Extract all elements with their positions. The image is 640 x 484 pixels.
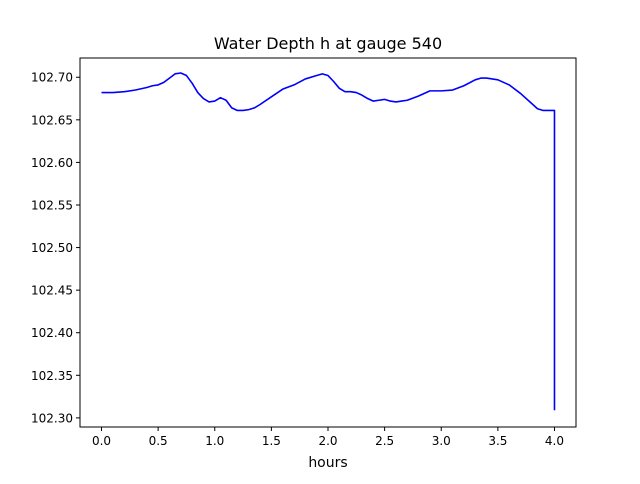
x-tick-label: 0.0 bbox=[92, 434, 111, 448]
x-axis-label: hours bbox=[308, 455, 347, 471]
y-tick-label: 102.45 bbox=[31, 284, 73, 298]
x-tick-label: 1.5 bbox=[262, 434, 281, 448]
x-tick-label: 2.5 bbox=[375, 434, 394, 448]
y-tick-label: 102.55 bbox=[31, 198, 73, 212]
x-tick-label: 1.0 bbox=[205, 434, 224, 448]
y-tick-label: 102.50 bbox=[31, 241, 73, 255]
plot-area: 0.0 0.5 1.0 1.5 2.0 2.5 3.0 3.5 4.0 102.30 102.35… bbox=[31, 57, 577, 448]
x-tick-label: 3.5 bbox=[488, 434, 507, 448]
x-tick-label: 3.0 bbox=[432, 434, 451, 448]
y-axis: 102.30 102.35 102.40 102.45 102.50 102.55 102.… bbox=[31, 71, 80, 425]
x-tick-label: 4.0 bbox=[545, 434, 564, 448]
y-tick-label: 102.70 bbox=[31, 71, 73, 85]
chart-title: Water Depth h at gauge 540 bbox=[214, 34, 442, 53]
x-tick-label: 0.5 bbox=[149, 434, 168, 448]
series-layer bbox=[101, 72, 556, 411]
y-tick-label: 102.30 bbox=[31, 411, 73, 425]
y-tick-label: 102.60 bbox=[31, 156, 73, 170]
y-tick-label: 102.65 bbox=[31, 113, 73, 127]
water-depth-line bbox=[101, 72, 556, 411]
y-tick-label: 102.40 bbox=[31, 326, 73, 340]
x-axis: 0.0 0.5 1.0 1.5 2.0 2.5 3.0 3.5 4.0 bbox=[92, 427, 564, 448]
x-tick-label: 2.0 bbox=[318, 434, 337, 448]
y-tick-label: 102.35 bbox=[31, 369, 73, 383]
